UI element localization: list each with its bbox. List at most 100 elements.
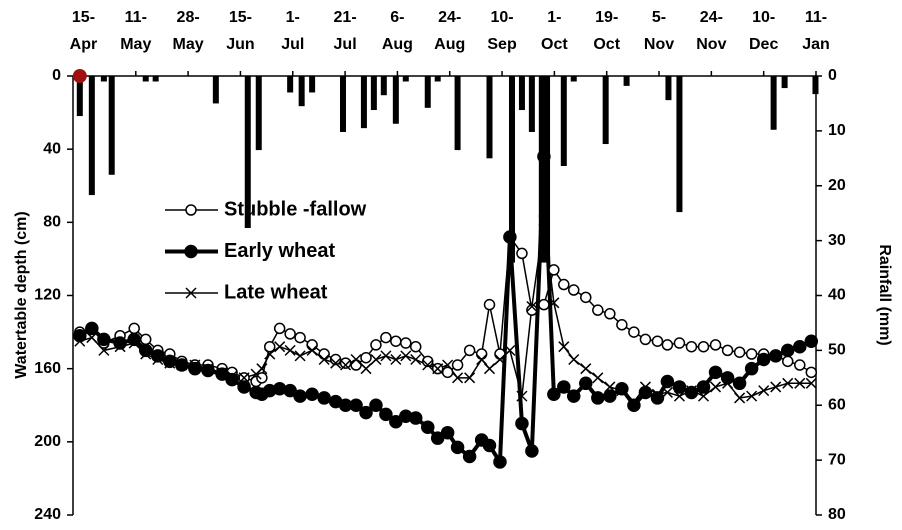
y-axis-title: Watertable depth (cm) (13, 211, 30, 378)
data-point (709, 339, 722, 351)
data-point (452, 372, 464, 384)
y2-tick-label: 60 (828, 396, 846, 413)
x-tick-label: 1-Jul (281, 9, 304, 53)
data-point (294, 331, 306, 344)
y-tick-label: 120 (34, 287, 61, 304)
data-point (430, 431, 445, 445)
data-point (650, 391, 665, 405)
data-point (370, 353, 382, 366)
y-tick-label: 240 (34, 506, 61, 523)
data-point (152, 353, 164, 366)
data-point (558, 278, 570, 291)
data-point (475, 348, 488, 360)
data-point (661, 386, 673, 398)
marker-stroke (164, 357, 176, 369)
data-point (284, 344, 296, 356)
y-tick-label: 200 (34, 433, 61, 450)
data-point (548, 297, 560, 309)
data-point (329, 353, 342, 366)
marker-stroke (758, 385, 770, 397)
data-point (628, 326, 640, 338)
marker-stroke (770, 381, 782, 393)
data-point (476, 353, 488, 366)
marker-stroke (464, 372, 476, 384)
y-tick-label: 80 (43, 214, 61, 231)
marker-stroke (452, 372, 464, 384)
data-point (127, 332, 141, 347)
data-point (350, 353, 362, 366)
data-point (202, 363, 214, 375)
data-point (615, 382, 629, 396)
data-point (673, 390, 685, 402)
data-point (380, 350, 392, 362)
data-point (442, 359, 454, 371)
data-point (339, 357, 352, 369)
rain-bar (560, 76, 567, 166)
marker-stroke (710, 381, 722, 393)
data-point (722, 377, 734, 389)
data-point (566, 389, 581, 403)
y2-tick-label: 20 (828, 177, 846, 194)
data-point (422, 355, 434, 368)
data-point (661, 339, 674, 351)
data-point (400, 337, 412, 349)
data-point (780, 343, 795, 358)
marker-stroke (616, 385, 628, 397)
series-line (79, 234, 812, 383)
x-tick-label: 11-Jan (802, 9, 830, 53)
data-point (408, 411, 423, 425)
x-tick-label: 10-Dec (749, 9, 778, 53)
marker-stroke (568, 353, 580, 366)
marker-stroke (538, 214, 550, 227)
data-point (494, 348, 506, 360)
legend-marker (184, 244, 198, 259)
data-point (97, 332, 111, 347)
highlight-point (72, 69, 87, 83)
data-point (516, 390, 528, 402)
marker-stroke (98, 344, 110, 356)
marker-stroke (548, 297, 560, 309)
data-point (580, 291, 592, 304)
marker-stroke (238, 372, 250, 384)
data-point (390, 353, 402, 366)
marker-stroke (176, 359, 188, 371)
y2-axis-title: Rainfall (mm) (876, 244, 893, 345)
marker-stroke (805, 377, 817, 389)
rain-bar (781, 76, 788, 89)
marker-stroke (152, 353, 164, 366)
marker-stroke (422, 359, 434, 371)
rain-bar (152, 76, 159, 82)
data-point (330, 357, 342, 369)
data-point (628, 396, 640, 408)
y2-tick-label: 30 (828, 232, 846, 249)
marker-stroke (628, 396, 640, 408)
legend-item: Late wheat (165, 281, 328, 303)
data-point (804, 334, 819, 348)
marker-stroke (432, 363, 444, 375)
data-point (306, 339, 318, 351)
data-point (370, 339, 382, 351)
data-point (558, 341, 570, 353)
data-point (215, 367, 229, 381)
data-point (482, 438, 497, 453)
data-point (85, 321, 99, 336)
rain-bar (255, 76, 262, 151)
data-point (389, 414, 403, 429)
data-point (567, 284, 580, 296)
data-point (114, 341, 126, 353)
rain-bar (812, 76, 819, 95)
data-point (697, 390, 710, 402)
data-point (113, 336, 127, 350)
data-point (721, 344, 734, 357)
rain-bar (108, 76, 115, 175)
data-point (782, 377, 794, 389)
marker-stroke (782, 377, 794, 389)
data-point (318, 348, 330, 360)
data-point (225, 372, 239, 387)
marker-stroke (580, 363, 592, 375)
data-point (441, 366, 454, 379)
data-point (390, 335, 402, 347)
marker-stroke (226, 370, 238, 382)
data-point (494, 353, 506, 366)
